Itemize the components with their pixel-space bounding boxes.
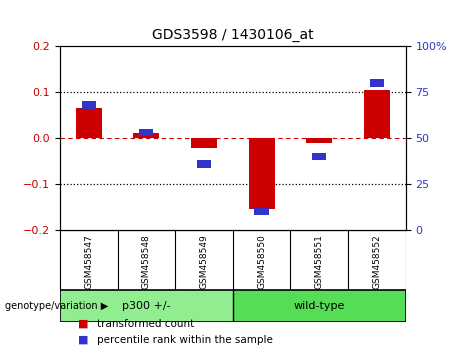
- FancyBboxPatch shape: [233, 290, 406, 322]
- FancyBboxPatch shape: [60, 290, 233, 322]
- Bar: [254, 208, 269, 215]
- Text: GSM458548: GSM458548: [142, 234, 151, 289]
- Text: p300 +/-: p300 +/-: [122, 301, 171, 311]
- Title: GDS3598 / 1430106_at: GDS3598 / 1430106_at: [152, 28, 313, 42]
- Text: GSM458547: GSM458547: [84, 234, 93, 289]
- Bar: [370, 79, 384, 86]
- Bar: [82, 101, 96, 109]
- Text: percentile rank within the sample: percentile rank within the sample: [97, 335, 273, 345]
- Bar: [139, 129, 154, 136]
- Text: GSM458552: GSM458552: [372, 234, 381, 289]
- Bar: [76, 108, 102, 138]
- Text: GSM458551: GSM458551: [315, 234, 324, 289]
- Text: ■: ■: [78, 319, 88, 329]
- Bar: [197, 160, 211, 167]
- Bar: [248, 138, 275, 210]
- Bar: [133, 133, 160, 138]
- Text: GSM458550: GSM458550: [257, 234, 266, 289]
- Text: genotype/variation ▶: genotype/variation ▶: [5, 301, 108, 311]
- Bar: [312, 153, 326, 160]
- Text: wild-type: wild-type: [294, 301, 345, 311]
- Text: ■: ■: [78, 335, 88, 345]
- Text: GSM458549: GSM458549: [200, 234, 208, 289]
- Text: transformed count: transformed count: [97, 319, 194, 329]
- Bar: [306, 138, 332, 143]
- Bar: [364, 90, 390, 138]
- Bar: [191, 138, 217, 148]
